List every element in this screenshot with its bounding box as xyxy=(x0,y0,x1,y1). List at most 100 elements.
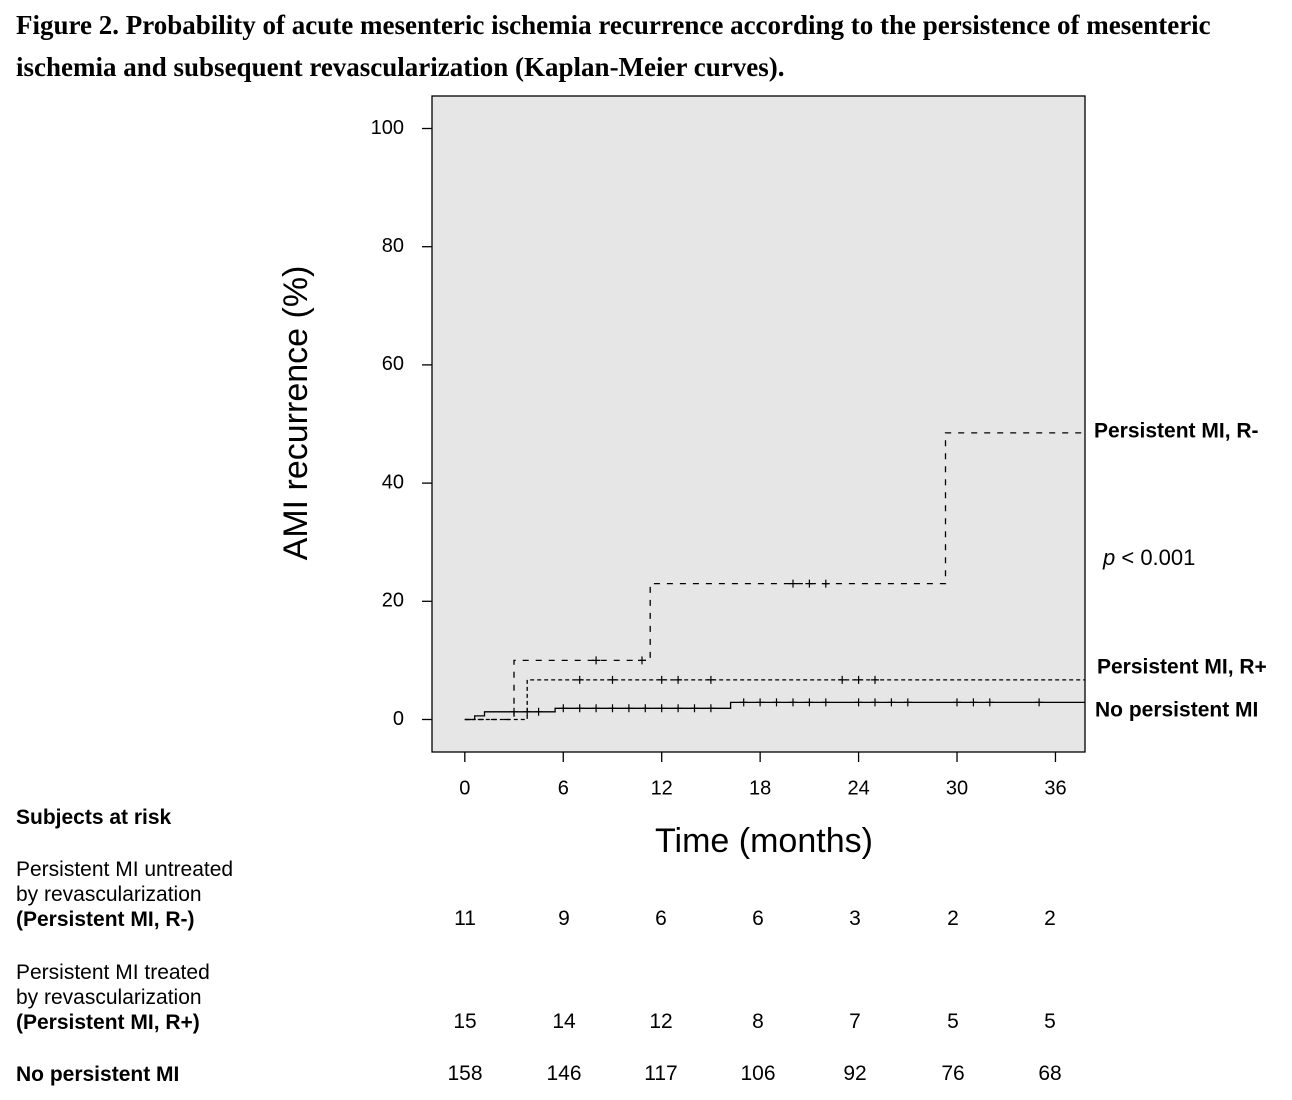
series-label: Persistent MI, R+ xyxy=(1097,656,1267,679)
risk-cell: 12 xyxy=(649,1010,673,1033)
x-tick-label: 18 xyxy=(749,777,771,799)
risk-cell: 5 xyxy=(1044,1010,1056,1033)
x-tick-label: 6 xyxy=(558,777,569,799)
x-tick-label: 12 xyxy=(651,777,673,799)
risk-cell: 106 xyxy=(740,1062,776,1085)
censor-mark xyxy=(638,656,646,665)
x-tick-label: 0 xyxy=(459,777,470,799)
risk-cell: 11 xyxy=(454,907,476,930)
censor-mark xyxy=(559,704,568,713)
censor-mark xyxy=(523,707,532,716)
censor-mark xyxy=(887,698,896,707)
risk-cell: 146 xyxy=(546,1062,582,1085)
censor-mark xyxy=(985,698,994,707)
series-label: Persistent MI, R- xyxy=(1094,420,1259,443)
censor-mark xyxy=(674,675,683,684)
risk-cell: 3 xyxy=(849,907,861,930)
censor-mark xyxy=(706,704,715,713)
censor-mark xyxy=(739,698,748,707)
series-labels: Persistent MI, R- Persistent MI, R+ No per… xyxy=(1094,420,1267,722)
censor-mark xyxy=(575,675,584,684)
risk-cell: 14 xyxy=(552,1010,576,1033)
risk-row-label-bold: No persistent MI xyxy=(16,1063,180,1086)
censor-mark xyxy=(624,704,633,713)
risk-row-label-line: Persistent MI treated xyxy=(16,961,210,984)
curve-persistent-mi-r- xyxy=(464,679,1085,721)
censor-mark xyxy=(575,704,584,713)
y-tick-label: 40 xyxy=(382,471,404,493)
risk-cell: 8 xyxy=(752,1010,764,1033)
censor-mark xyxy=(592,704,601,713)
x-axis-ticks: 0 6 12 18 24 30 36 xyxy=(459,752,1067,799)
risk-row-label-r-plus: Persistent MI treated by revascularizati… xyxy=(16,960,210,1035)
censor-mark xyxy=(789,698,797,707)
risk-cell: 76 xyxy=(941,1062,965,1085)
x-tick-label: 36 xyxy=(1044,777,1066,799)
risk-cell: 6 xyxy=(752,907,764,930)
censor-mark xyxy=(805,579,814,588)
risk-cell: 15 xyxy=(453,1010,477,1033)
risk-cell: 5 xyxy=(947,1010,959,1033)
censor-mark xyxy=(969,698,978,707)
censor-mark xyxy=(953,698,961,707)
censor-mark xyxy=(657,675,666,684)
risk-cell: 2 xyxy=(947,907,959,930)
censor-mark xyxy=(608,675,617,684)
risk-row-label-r-minus: Persistent MI untreated by revasculariza… xyxy=(16,857,233,932)
censor-mark xyxy=(534,707,543,716)
figure-caption: Figure 2. Probability of acute mesenteri… xyxy=(16,10,1211,82)
y-tick-label: 100 xyxy=(371,117,404,139)
censor-mark xyxy=(805,698,814,707)
censor-mark xyxy=(592,656,601,665)
x-axis-label: Time (months) xyxy=(655,822,873,860)
risk-row-label-bold: (Persistent MI, R-) xyxy=(16,908,195,931)
censor-mark xyxy=(706,675,715,684)
risk-row-label-bold: (Persistent MI, R+) xyxy=(16,1011,200,1034)
censor-mark xyxy=(871,698,879,707)
censor-mark xyxy=(789,579,797,588)
risk-cell: 117 xyxy=(644,1062,678,1085)
risk-cell: 2 xyxy=(1044,907,1056,930)
y-axis-label: AMI recurrence (%) xyxy=(277,266,315,561)
plot-area xyxy=(431,95,1086,753)
censor-mark xyxy=(756,698,765,707)
risk-cell: 68 xyxy=(1038,1062,1062,1085)
censor-mark xyxy=(821,579,830,588)
risk-row-label-line: by revascularization xyxy=(16,883,202,906)
censor-mark xyxy=(821,698,830,707)
risk-row-label-no-persistent: No persistent MI xyxy=(16,1062,179,1087)
risk-table-title: Subjects at risk xyxy=(16,806,172,829)
censor-mark xyxy=(772,698,781,707)
y-tick-label: 20 xyxy=(382,590,404,612)
censor-marks xyxy=(510,579,1044,716)
y-tick-label: 0 xyxy=(393,708,404,730)
risk-cell: 7 xyxy=(849,1010,861,1033)
risk-cell: 92 xyxy=(843,1062,867,1085)
x-tick-label: 30 xyxy=(946,777,968,799)
censor-mark xyxy=(690,704,699,713)
p-value-annotation: p < 0.001 xyxy=(1102,545,1195,570)
censor-mark xyxy=(608,704,617,713)
censor-mark xyxy=(641,704,650,713)
p-value-text: < 0.001 xyxy=(1115,545,1195,570)
censor-mark xyxy=(854,675,863,684)
y-axis-ticks: 0 20 40 60 80 100 xyxy=(371,117,432,730)
censor-mark xyxy=(510,707,518,716)
censor-mark xyxy=(1035,698,1044,707)
risk-cell: 6 xyxy=(655,907,667,930)
censor-mark xyxy=(903,698,912,707)
curve-persistent-mi-r- xyxy=(464,432,1085,721)
risk-row-label-line: Persistent MI untreated xyxy=(16,858,234,881)
y-tick-label: 60 xyxy=(382,353,404,375)
x-tick-label: 24 xyxy=(847,777,869,799)
censor-mark xyxy=(854,698,863,707)
risk-cell: 9 xyxy=(558,907,570,930)
curve-no-persistent-mi xyxy=(464,701,1085,721)
censor-mark xyxy=(657,704,666,713)
survival-curves xyxy=(464,432,1085,721)
y-tick-label: 80 xyxy=(382,235,404,257)
censor-mark xyxy=(871,675,879,684)
censor-mark xyxy=(674,704,683,713)
risk-row-label-line: by revascularization xyxy=(16,986,202,1009)
